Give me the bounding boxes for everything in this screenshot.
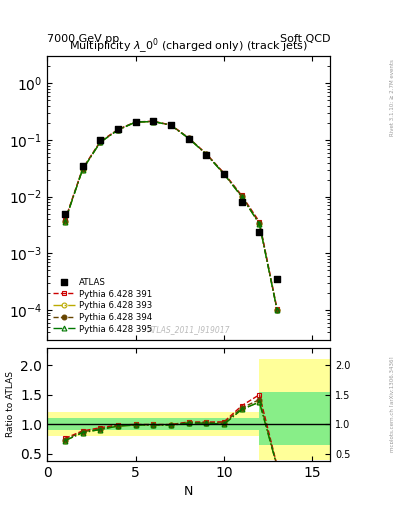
ATLAS [256,228,263,236]
Pythia 6.428 394 [62,218,67,224]
Pythia 6.428 393 [239,194,244,200]
ATLAS [274,275,280,283]
Title: Multiplicity $\lambda\_0^0$ (charged only) (track jets): Multiplicity $\lambda\_0^0$ (charged onl… [69,37,308,56]
Text: 7000 GeV pp: 7000 GeV pp [47,33,119,44]
Line: Pythia 6.428 394: Pythia 6.428 394 [62,119,279,312]
Pythia 6.428 395 [222,171,226,177]
X-axis label: N: N [184,485,193,498]
Pythia 6.428 393 [116,127,120,133]
Pythia 6.428 394 [169,122,173,128]
Pythia 6.428 395 [133,119,138,125]
Pythia 6.428 393 [186,135,191,141]
ATLAS [221,170,227,178]
Pythia 6.428 391 [80,166,85,172]
Pythia 6.428 394 [204,151,209,157]
Pythia 6.428 391 [133,119,138,125]
Pythia 6.428 395 [275,307,279,313]
ATLAS [79,162,86,170]
Pythia 6.428 394 [186,135,191,141]
Pythia 6.428 391 [222,170,226,176]
Pythia 6.428 395 [186,135,191,141]
Pythia 6.428 395 [151,118,156,124]
Pythia 6.428 391 [186,135,191,141]
Pythia 6.428 394 [275,307,279,313]
ATLAS [203,151,209,159]
ATLAS [97,136,103,144]
ATLAS [150,117,156,125]
ATLAS [62,209,68,218]
ATLAS [239,198,245,206]
Text: mcplots.cern.ch [arXiv:1306.3436]: mcplots.cern.ch [arXiv:1306.3436] [390,356,393,452]
Pythia 6.428 395 [239,194,244,200]
Legend: ATLAS, Pythia 6.428 391, Pythia 6.428 393, Pythia 6.428 394, Pythia 6.428 395: ATLAS, Pythia 6.428 391, Pythia 6.428 39… [51,276,154,335]
Pythia 6.428 393 [222,171,226,177]
Pythia 6.428 393 [169,122,173,129]
Pythia 6.428 394 [80,166,85,172]
Pythia 6.428 395 [116,127,120,133]
Pythia 6.428 394 [151,118,156,124]
Line: Pythia 6.428 393: Pythia 6.428 393 [62,119,279,312]
Text: Soft QCD: Soft QCD [280,33,330,44]
Pythia 6.428 394 [222,170,226,177]
Pythia 6.428 395 [204,151,209,157]
ATLAS [185,135,192,143]
Pythia 6.428 393 [98,139,103,145]
Pythia 6.428 395 [62,219,67,225]
Pythia 6.428 394 [239,193,244,199]
Pythia 6.428 391 [239,193,244,199]
Pythia 6.428 393 [80,166,85,173]
Pythia 6.428 391 [116,126,120,133]
Pythia 6.428 394 [98,139,103,145]
Pythia 6.428 393 [275,307,279,313]
Pythia 6.428 394 [116,127,120,133]
Pythia 6.428 395 [257,221,262,227]
Pythia 6.428 391 [204,151,209,157]
Text: ATLAS_2011_I919017: ATLAS_2011_I919017 [147,325,230,334]
Pythia 6.428 391 [257,219,262,225]
Pythia 6.428 394 [257,220,262,226]
Text: Rivet 3.1.10; ≥ 2.7M events: Rivet 3.1.10; ≥ 2.7M events [390,59,393,136]
Y-axis label: Ratio to ATLAS: Ratio to ATLAS [6,371,15,437]
Pythia 6.428 395 [169,122,173,129]
Pythia 6.428 391 [169,122,173,128]
Pythia 6.428 395 [98,139,103,145]
Pythia 6.428 391 [98,138,103,144]
ATLAS [115,125,121,133]
Pythia 6.428 393 [62,219,67,225]
Pythia 6.428 394 [133,119,138,125]
Line: Pythia 6.428 395: Pythia 6.428 395 [62,119,279,312]
Pythia 6.428 395 [80,166,85,173]
Pythia 6.428 393 [204,151,209,157]
ATLAS [168,121,174,129]
Line: Pythia 6.428 391: Pythia 6.428 391 [62,119,279,311]
Pythia 6.428 393 [133,119,138,125]
Pythia 6.428 391 [275,306,279,312]
Pythia 6.428 391 [151,118,156,124]
ATLAS [132,118,139,126]
Pythia 6.428 391 [62,218,67,224]
Pythia 6.428 393 [151,118,156,124]
Pythia 6.428 393 [257,221,262,227]
